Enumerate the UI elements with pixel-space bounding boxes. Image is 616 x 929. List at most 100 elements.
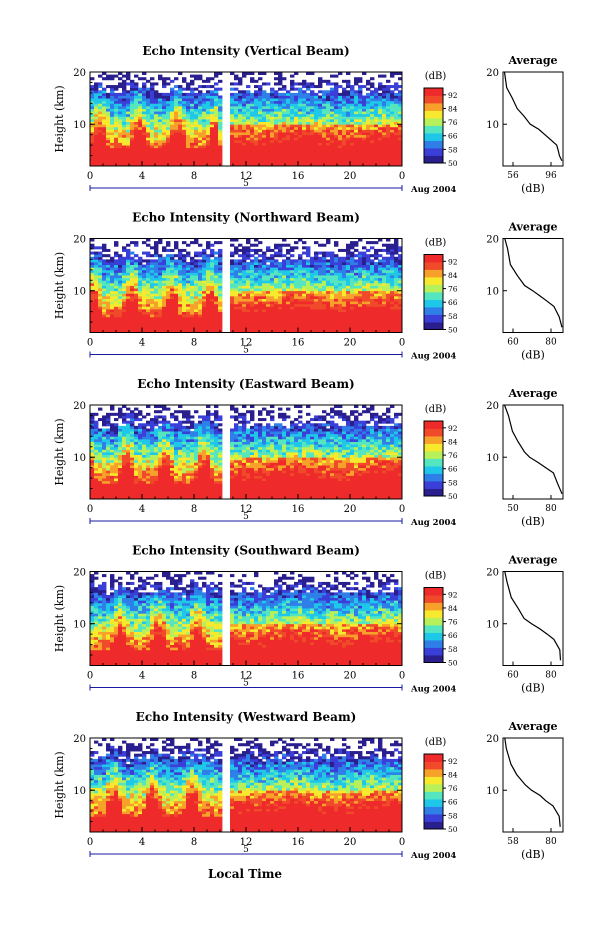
heatmap-cell — [194, 108, 199, 112]
heatmap-cell — [182, 119, 187, 123]
heatmap-cell — [186, 92, 191, 96]
heatmap-cell — [190, 90, 195, 94]
heatmap-cell — [194, 251, 199, 255]
heatmap-cell — [302, 158, 307, 162]
heatmap-cell — [262, 116, 267, 120]
heatmap-cell — [246, 137, 251, 141]
heatmap-cell — [282, 111, 287, 115]
heatmap-cell — [286, 259, 291, 263]
heatmap-cell — [290, 92, 295, 96]
heatmap-cell — [94, 92, 99, 96]
heatmap-cell — [350, 85, 355, 89]
heatmap-cell — [286, 124, 291, 128]
heatmap-cell — [170, 298, 175, 302]
heatmap-cell — [118, 290, 123, 294]
heatmap-cell — [90, 134, 95, 138]
heatmap-cell — [158, 137, 163, 141]
heatmap-cell — [278, 121, 283, 125]
heatmap-cell — [290, 301, 295, 305]
heatmap-cell — [98, 329, 103, 333]
colorbar-segment — [424, 144, 443, 147]
heatmap-cell — [110, 301, 115, 305]
heatmap-cell — [138, 293, 143, 297]
heatmap-cell — [242, 132, 247, 136]
heatmap-cell — [262, 108, 267, 112]
heatmap-cell — [202, 79, 207, 83]
heatmap-cell — [290, 108, 295, 112]
heatmap-cell — [270, 100, 275, 104]
heatmap-cell — [390, 267, 395, 271]
heatmap-cell — [382, 155, 387, 159]
heatmap-cell — [154, 121, 159, 125]
heatmap-cell — [154, 277, 159, 281]
heatmap-cell — [398, 327, 403, 331]
heatmap-cell — [106, 319, 111, 323]
heatmap-cell — [374, 248, 379, 252]
heatmap-cell — [398, 254, 403, 258]
heatmap-cell — [390, 134, 395, 138]
heatmap-cell — [290, 311, 295, 315]
heatmap-cell — [254, 92, 259, 96]
heatmap-cell — [138, 152, 143, 156]
heatmap-cell — [394, 105, 399, 109]
heatmap-cell — [210, 269, 215, 273]
heatmap-cell — [130, 152, 135, 156]
heatmap-cell — [322, 298, 327, 302]
heatmap-cell — [198, 74, 203, 78]
heatmap-cell — [326, 145, 331, 149]
heatmap-cell — [198, 264, 203, 268]
heatmap-cell — [214, 155, 219, 159]
heatmap-cell — [254, 155, 259, 159]
heatmap-cell — [358, 277, 363, 281]
heatmap-cell — [182, 295, 187, 299]
heatmap-cell — [154, 100, 159, 104]
heatmap-cell — [134, 327, 139, 331]
heatmap-cell — [258, 295, 263, 299]
heatmap-cell — [286, 282, 291, 286]
heatmap-cell — [322, 147, 327, 151]
heatmap-cell — [282, 269, 287, 273]
heatmap-cell — [206, 288, 211, 292]
heatmap-cell — [386, 95, 391, 99]
heatmap-cell — [274, 316, 279, 320]
heatmap-cell — [266, 269, 271, 273]
heatmap-cell — [258, 293, 263, 297]
heatmap-cell — [386, 79, 391, 83]
heatmap-cell — [394, 327, 399, 331]
heatmap-cell — [330, 92, 335, 96]
heatmap-cell — [174, 295, 179, 299]
heatmap-cell — [102, 285, 107, 289]
heatmap-cell — [114, 85, 119, 89]
heatmap-cell — [358, 238, 363, 242]
heatmap-cell — [266, 95, 271, 99]
heatmap-cell — [358, 105, 363, 109]
heatmap-cell — [342, 248, 347, 252]
heatmap-cell — [206, 269, 211, 273]
heatmap-cell — [286, 121, 291, 125]
heatmap-cell — [250, 95, 255, 99]
heatmap-cell — [182, 126, 187, 130]
heatmap-cell — [342, 95, 347, 99]
heatmap-cell — [254, 275, 259, 279]
heatmap-cell — [246, 311, 251, 315]
heatmap-cell — [398, 280, 403, 284]
heatmap-cell — [142, 290, 147, 294]
heatmap-cell — [274, 275, 279, 279]
heatmap-cell — [206, 139, 211, 143]
heatmap-cell — [102, 111, 107, 115]
heatmap-cell — [294, 132, 299, 136]
heatmap-cell — [138, 105, 143, 109]
heatmap-cell — [362, 293, 367, 297]
heatmap-cell — [306, 303, 311, 307]
heatmap-cell — [274, 137, 279, 141]
heatmap-cell — [386, 256, 391, 260]
heatmap-cell — [186, 85, 191, 89]
heatmap-cell — [90, 303, 95, 307]
heatmap-cell — [346, 243, 351, 247]
heatmap-cell — [334, 298, 339, 302]
heatmap-cell — [122, 134, 127, 138]
heatmap-cell — [158, 95, 163, 99]
heatmap-cell — [262, 124, 267, 128]
heatmap-cell — [294, 158, 299, 162]
heatmap-cell — [118, 145, 123, 149]
